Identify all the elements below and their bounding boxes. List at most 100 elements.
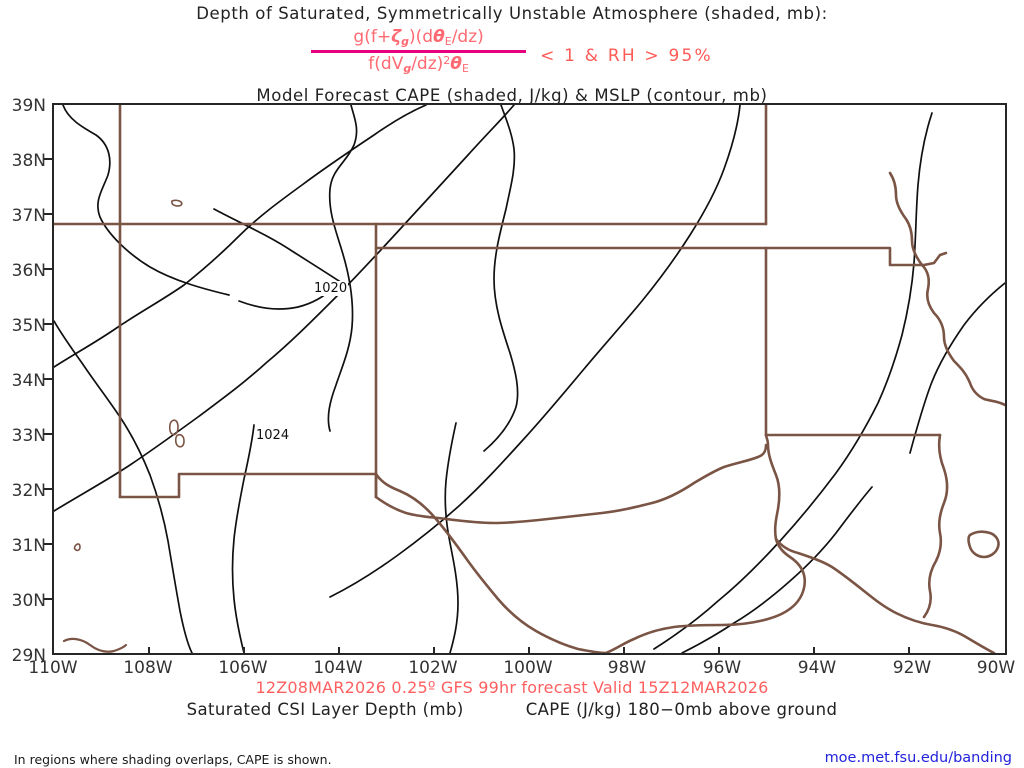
contour-line	[327, 105, 358, 432]
axis-tick-lat	[44, 433, 52, 435]
contour-label-1020: 1020	[313, 281, 349, 296]
border-rio-grande	[374, 472, 608, 653]
v-subscript: g	[403, 62, 412, 76]
contour-line	[909, 282, 1005, 454]
lake-marker-mexico	[62, 637, 128, 653]
river-mississippi	[888, 171, 1005, 407]
axis-tick-lat	[44, 268, 52, 270]
overlap-note: In regions where shading overlaps, CAPE …	[14, 752, 332, 767]
axis-label-lat-35n: 35N	[11, 316, 46, 336]
numerator-part-c: /dz)	[451, 27, 484, 47]
axis-tick-lat	[44, 378, 52, 380]
contour-line	[54, 320, 193, 653]
axis-label-lon-110w: 110W	[28, 658, 78, 678]
formula-condition: < 1 & RH > 95%	[540, 45, 713, 66]
axis-tick-lon	[908, 647, 910, 655]
axis-tick-lon	[338, 647, 340, 655]
lake-pontchartrain	[967, 530, 1000, 559]
border-texas-louisiana	[764, 433, 781, 541]
axis-tick-lon	[718, 647, 720, 655]
axis-label-lon-104w: 104W	[313, 658, 363, 678]
axis-label-lat-33n: 33N	[11, 426, 46, 446]
axis-tick-lon	[148, 647, 150, 655]
axis-tick-lat	[44, 488, 52, 490]
axis-label-lon-94w: 94W	[797, 658, 837, 678]
lake-marker-pecos-a	[168, 419, 179, 436]
contour-line-1020	[213, 208, 343, 284]
denominator-part-a: f(dV	[368, 54, 404, 75]
axis-label-lat-37n: 37N	[11, 206, 46, 226]
axis-tick-lon	[623, 647, 625, 655]
axis-label-lat-36n: 36N	[11, 261, 46, 281]
label-csi-depth: Saturated CSI Layer Depth (mb)	[186, 700, 464, 719]
axis-tick-lat	[44, 213, 52, 215]
axis-tick-lon	[813, 647, 815, 655]
forecast-date-line: 12Z08MAR2026 0.25º GFS 99hr forecast Val…	[255, 678, 769, 697]
coastline-louisiana	[774, 537, 996, 653]
contour-line	[54, 105, 515, 512]
contour-line-1020b	[483, 105, 519, 452]
label-cape: CAPE (J/kg) 180−0mb above ground	[525, 700, 838, 719]
map-plot-area: 1020 1024	[52, 103, 1007, 655]
axis-label-lat-38n: 38N	[11, 151, 46, 171]
theta-subscript-numerator: E	[444, 35, 452, 48]
numerator-part-b: )(d	[409, 27, 434, 47]
lake-marker-southwest	[73, 543, 81, 552]
border-missouri-bootheel	[922, 251, 948, 267]
contour-line	[653, 112, 933, 650]
source-url-link[interactable]: moe.met.fsu.edu/banding	[824, 750, 1012, 766]
contour-line	[681, 486, 873, 653]
formula-numerator: g(f+ζg)(dθE/dz)	[349, 27, 487, 48]
lake-marker-pecos-b	[174, 433, 185, 448]
axis-label-lat-34n: 34N	[11, 371, 46, 391]
fraction-bar	[311, 50, 527, 54]
theta-symbol-numerator: θ	[433, 27, 445, 47]
page-title: Depth of Saturated, Symmetrically Unstab…	[196, 4, 828, 23]
axis-label-lon-96w: 96W	[702, 658, 742, 678]
csi-formula: g(f+ζg)(dθE/dz) f(dVg/dz)2θE < 1 & RH > …	[0, 27, 1024, 76]
axis-tick-lat	[44, 598, 52, 600]
contour-line	[54, 105, 427, 368]
denominator-part-b: /dz)	[411, 54, 444, 75]
formula-fraction: g(f+ζg)(dθE/dz) f(dVg/dz)2θE	[311, 27, 527, 76]
axis-label-lon-92w: 92W	[892, 658, 932, 678]
theta-subscript-denominator: E	[461, 62, 469, 76]
coastline-texas-gulf	[604, 537, 807, 653]
theta-symbol-denominator: θ	[450, 54, 462, 75]
shaded-field-labels: Saturated CSI Layer Depth (mb) CAPE (J/k…	[0, 700, 1024, 719]
axis-tick-lon	[433, 647, 435, 655]
axis-label-lon-98w: 98W	[607, 658, 647, 678]
exponent-two: 2	[443, 54, 451, 68]
axis-tick-lat	[44, 158, 52, 160]
border-newmexico-south	[118, 472, 378, 499]
axis-tick-lat	[44, 323, 52, 325]
contour-line	[231, 424, 255, 653]
axis-label-lon-108w: 108W	[123, 658, 173, 678]
formula-denominator: f(dVg/dz)2θE	[364, 55, 473, 75]
axis-label-lat-32n: 32N	[11, 481, 46, 501]
axis-label-lat-31n: 31N	[11, 536, 46, 556]
map-canvas	[54, 105, 1005, 653]
contour-label-1024: 1024	[255, 428, 291, 443]
contour-line	[444, 422, 459, 653]
axis-label-lat-29n: 29N	[11, 646, 46, 666]
border-missouri-arkansas	[764, 246, 926, 267]
axis-tick-lon	[243, 647, 245, 655]
river-mississippi-lower	[922, 433, 949, 619]
state-borders	[54, 105, 1005, 653]
axis-label-lon-100w: 100W	[503, 658, 553, 678]
contour-line	[329, 105, 741, 598]
contour-line	[62, 105, 230, 296]
page-subtitle: Model Forecast CAPE (shaded, J/kg) & MSL…	[256, 86, 768, 105]
lake-marker-west	[171, 199, 183, 207]
axis-tick-lon	[528, 647, 530, 655]
zeta-symbol: ζ	[391, 27, 402, 47]
axis-tick-lat	[44, 543, 52, 545]
mslp-contours	[54, 105, 1005, 653]
axis-label-lon-102w: 102W	[408, 658, 458, 678]
axis-label-lat-30n: 30N	[11, 591, 46, 611]
axis-label-lon-106w: 106W	[218, 658, 268, 678]
axis-label-lon-90w: 90W	[976, 658, 1016, 678]
numerator-part-a: g(f+	[353, 27, 392, 47]
